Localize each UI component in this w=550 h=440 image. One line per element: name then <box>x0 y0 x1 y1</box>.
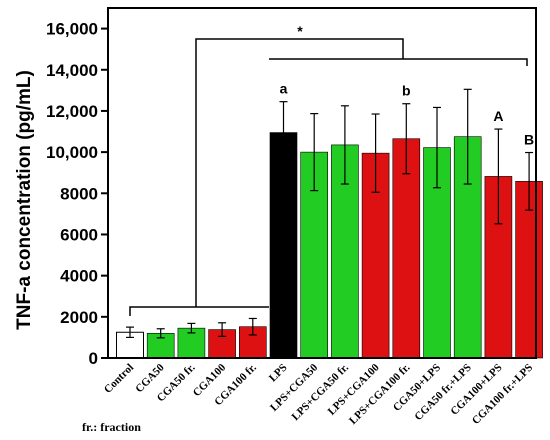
y-tick-label: 0 <box>89 349 98 368</box>
y-tick-label: 2000 <box>60 308 98 327</box>
significance-bracket: * <box>129 23 528 316</box>
y-axis-title: TNF-a concentration (pg/mL) <box>14 70 35 330</box>
y-tick-label: 4000 <box>60 267 98 286</box>
bars-group <box>116 132 543 359</box>
bar-letter: B <box>524 132 534 148</box>
footnote: fr.: fraction <box>82 420 141 434</box>
bracket-high <box>269 58 528 66</box>
axes-group <box>107 7 537 359</box>
error-bars-group <box>126 88 534 339</box>
y-tick-label: 8000 <box>60 184 98 203</box>
y-tick-label: 12,000 <box>46 102 98 121</box>
bar <box>515 181 543 359</box>
x-tick-label: LPS <box>267 362 290 385</box>
bar-letter: a <box>280 81 288 97</box>
bar-letter: A <box>493 108 503 124</box>
x-tick-label: Control <box>102 362 136 396</box>
bracket-low <box>129 306 269 316</box>
bar-letter: b <box>402 83 411 99</box>
significance-star: * <box>297 23 303 39</box>
bracket-connector <box>195 38 404 307</box>
bar <box>208 329 236 359</box>
y-tick-label: 6000 <box>60 225 98 244</box>
y-tick-label: 10,000 <box>46 143 98 162</box>
y-ticks-group: 0 2000 4000 6000 8000 10,000 12,000 14,000 16,00… <box>46 20 108 368</box>
bar <box>269 132 298 359</box>
plot-frame <box>107 7 537 359</box>
y-tick-label: 14,000 <box>46 61 98 80</box>
y-tick-label: 16,000 <box>46 20 98 39</box>
bar-letters-group: a b A B <box>280 81 535 148</box>
